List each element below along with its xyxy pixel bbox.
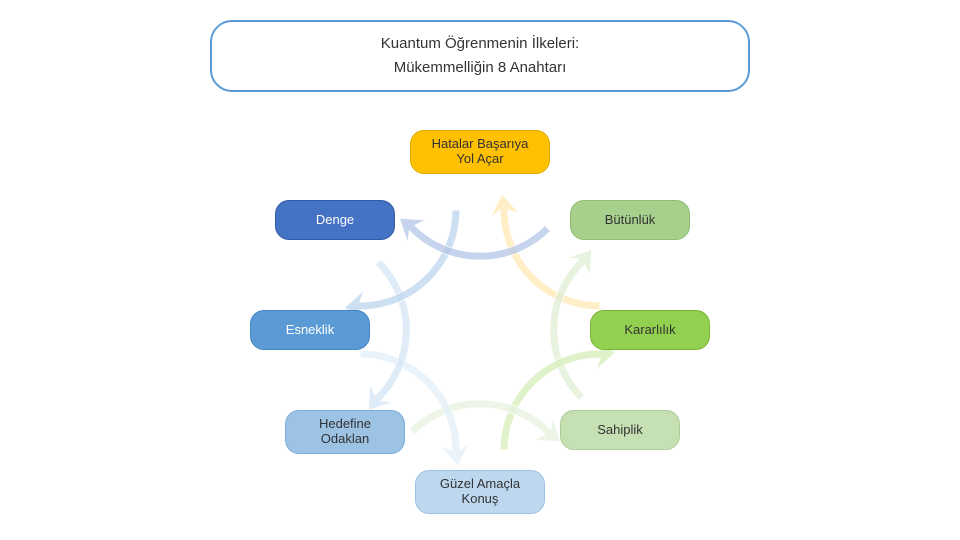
title-line-2: Mükemmelliğin 8 Anahtarı [232, 56, 728, 80]
node-guzel: Güzel Amaçla Konuş [415, 470, 545, 514]
title-line-1: Kuantum Öğrenmenin İlkeleri: [232, 32, 728, 56]
node-hedefine: Hedefine Odaklan [285, 410, 405, 454]
node-esneklik: Esneklik [250, 310, 370, 350]
title-box: Kuantum Öğrenmenin İlkeleri: Mükemmelliğ… [210, 20, 750, 92]
node-denge: Denge [275, 200, 395, 240]
cycle-diagram: Hatalar Başarıya Yol Açar Bütünlük Karar… [230, 130, 730, 530]
node-sahiplik: Sahiplik [560, 410, 680, 450]
node-butunluk: Bütünlük [570, 200, 690, 240]
node-hatalar: Hatalar Başarıya Yol Açar [410, 130, 550, 174]
node-kararlilik: Kararlılık [590, 310, 710, 350]
